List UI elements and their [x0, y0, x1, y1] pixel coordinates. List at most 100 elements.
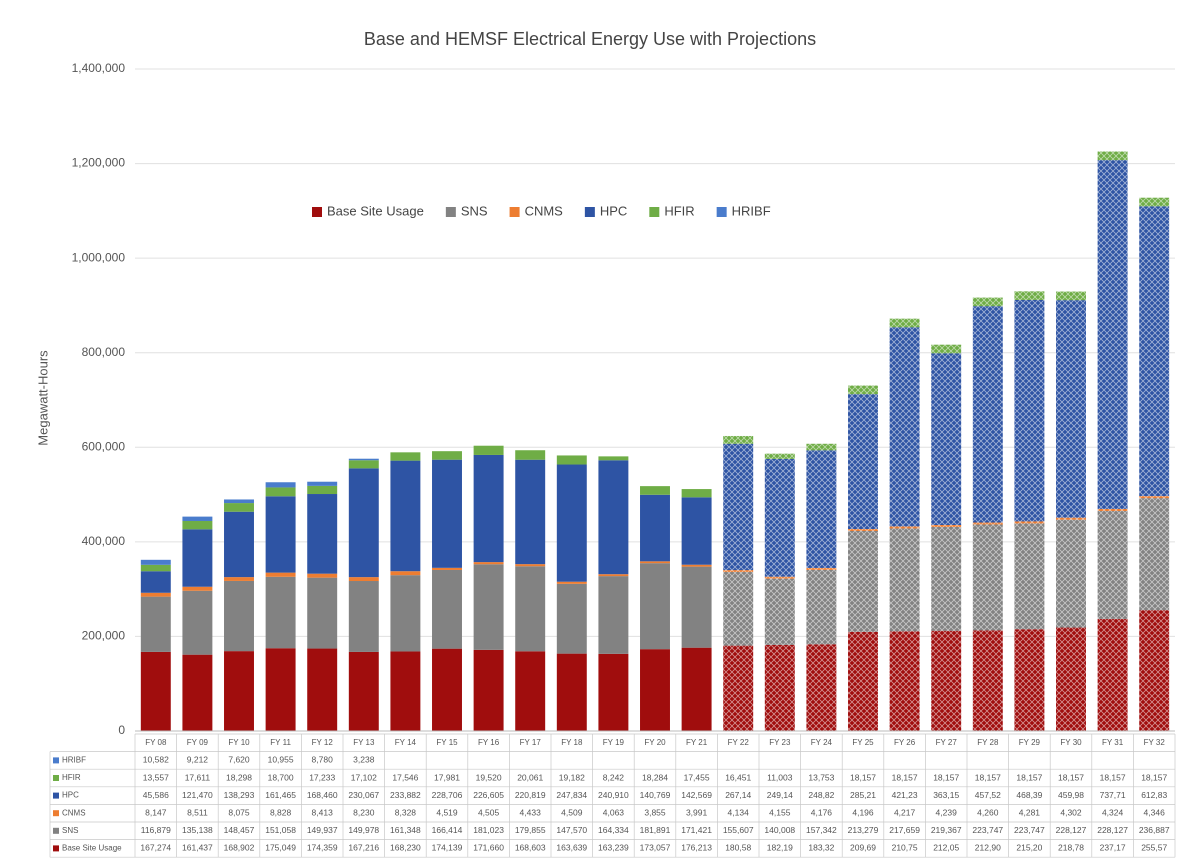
x-tick-label: FY 32 — [1144, 738, 1166, 747]
table-cell: 212,90 — [975, 843, 1001, 853]
bar-segment — [432, 567, 462, 570]
bar-segment — [224, 580, 254, 652]
bar-segment — [1097, 510, 1128, 619]
table-cell: 612,83 — [1141, 790, 1167, 800]
bar-segment — [1097, 160, 1128, 509]
table-cell: 228,127 — [1056, 825, 1087, 835]
table-cell: 167,216 — [348, 843, 379, 853]
table-cell: 219,367 — [931, 825, 962, 835]
table-legend-key — [53, 757, 59, 764]
bar-segment — [848, 631, 878, 731]
table-cell: 18,157 — [975, 772, 1001, 782]
bar-segment — [1014, 521, 1045, 524]
bar-segment — [848, 530, 878, 632]
table-cell: 8,328 — [395, 807, 417, 817]
bar-segment — [556, 653, 587, 731]
table-cell: 155,607 — [723, 825, 754, 835]
y-tick-label: 400,000 — [82, 534, 126, 548]
bar-segment — [1056, 517, 1086, 520]
bar-segment — [889, 327, 920, 527]
table-cell: 285,21 — [850, 790, 876, 800]
bar-segment — [473, 454, 504, 563]
x-tick-label: FY 20 — [644, 738, 666, 747]
bar-segment — [224, 577, 254, 581]
x-tick-label: FY 10 — [228, 738, 250, 747]
table-cell: 45,586 — [143, 790, 169, 800]
table-cell: 19,520 — [476, 772, 502, 782]
bar-segment — [556, 581, 587, 584]
x-tick-label: FY 09 — [187, 738, 209, 747]
bar-segment — [764, 576, 795, 579]
table-cell: 138,293 — [224, 790, 255, 800]
table-cell: 147,570 — [556, 825, 587, 835]
bar-segment — [806, 567, 837, 570]
table-cell: 183,32 — [808, 843, 834, 853]
bar-segment — [931, 344, 962, 354]
table-cell: 210,75 — [892, 843, 918, 853]
table-cell: 140,008 — [764, 825, 795, 835]
table-cell: 457,52 — [975, 790, 1001, 800]
bar-segment — [681, 647, 712, 731]
table-cell: 4,281 — [1019, 807, 1041, 817]
table-cell: 157,342 — [806, 825, 837, 835]
table-cell: 180,58 — [725, 843, 751, 853]
table-cell: 233,882 — [390, 790, 421, 800]
table-cell: 226,605 — [473, 790, 504, 800]
bar-segment — [473, 562, 504, 565]
bar-segment — [1056, 300, 1086, 518]
table-cell: 13,753 — [808, 772, 834, 782]
bar-segment — [1014, 629, 1045, 731]
bar-segment — [1014, 523, 1045, 630]
x-tick-label: FY 13 — [353, 738, 375, 747]
bar-segment — [515, 450, 546, 460]
bar-segment — [307, 481, 338, 486]
bar-segment — [889, 526, 920, 529]
table-cell: 212,05 — [933, 843, 959, 853]
table-cell: 220,819 — [515, 790, 546, 800]
bar-segment — [265, 496, 296, 573]
bar-segment — [348, 581, 379, 652]
bar-segment — [556, 464, 587, 582]
table-cell: 7,620 — [228, 755, 250, 765]
legend-label: Base Site Usage — [327, 203, 424, 218]
bar-segment — [1139, 206, 1170, 497]
table-cell: 228,706 — [432, 790, 463, 800]
table-cell: 421,23 — [892, 790, 918, 800]
bar-segment — [432, 459, 462, 568]
table-row-label: SNS — [62, 826, 78, 835]
bar-segment — [598, 576, 629, 654]
table-cell: 11,003 — [767, 772, 793, 782]
bar-segment — [1056, 627, 1086, 731]
x-tick-label: FY 08 — [145, 738, 167, 747]
legend-swatch — [716, 207, 727, 217]
table-cell: 174,139 — [432, 843, 463, 853]
bar-segment — [390, 460, 421, 572]
bar-segment — [473, 649, 504, 731]
table-cell: 8,242 — [603, 772, 625, 782]
table-legend-key — [53, 827, 59, 834]
bar-segment — [140, 651, 171, 731]
bar-segment — [182, 590, 213, 655]
x-tick-label: FY 15 — [436, 738, 458, 747]
bar-segment — [140, 564, 171, 572]
bar-segment — [265, 487, 296, 497]
bar-segment — [806, 450, 837, 568]
table-cell: 13,557 — [143, 772, 169, 782]
table-cell: 3,991 — [686, 807, 708, 817]
table-cell: 230,067 — [348, 790, 379, 800]
table-row-label: HFIR — [62, 773, 81, 782]
y-tick-label: 1,000,000 — [72, 250, 126, 264]
table-cell: 223,747 — [972, 825, 1003, 835]
bar-segment — [806, 569, 837, 645]
table-cell: 4,505 — [478, 807, 500, 817]
bar-segment — [972, 524, 1003, 631]
bar-segment — [723, 645, 754, 731]
table-cell: 161,465 — [265, 790, 296, 800]
bar-segment — [848, 394, 878, 530]
bar-segment — [182, 529, 213, 587]
table-cell: 16,451 — [725, 772, 751, 782]
bar-segment — [764, 453, 795, 459]
table-cell: 18,157 — [892, 772, 918, 782]
bar-segment — [931, 524, 962, 528]
table-cell: 9,212 — [187, 755, 209, 765]
